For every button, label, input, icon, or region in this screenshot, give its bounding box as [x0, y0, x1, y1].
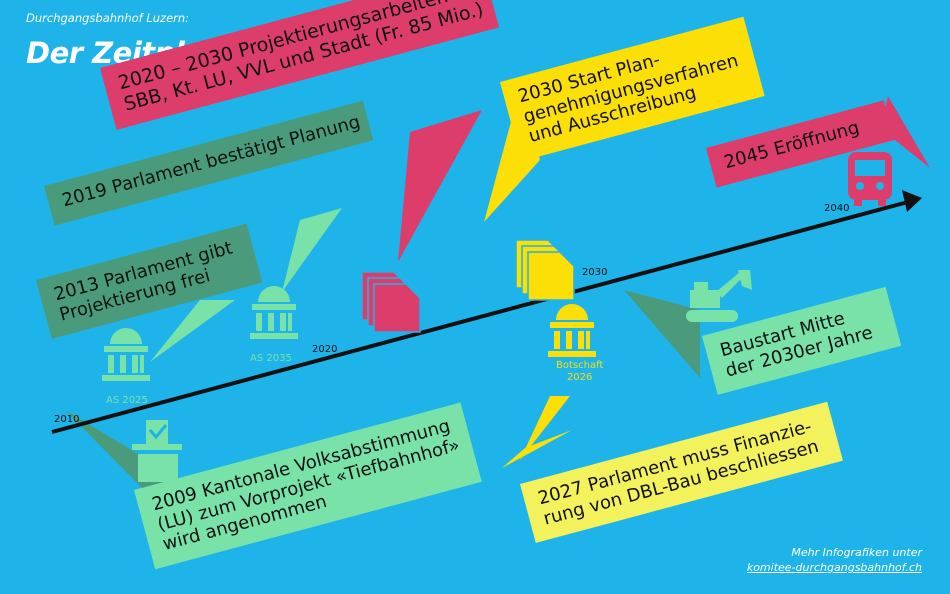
parliament-icon	[250, 286, 298, 339]
botschaft-caption: Botschaft 2026	[556, 360, 603, 383]
tail-2027	[502, 430, 572, 468]
tick-label-2020: 2020	[312, 344, 338, 355]
tick-label-2010: 2010	[54, 414, 80, 425]
documents-icon	[515, 239, 575, 301]
tail-2045	[880, 96, 930, 168]
tail-2013	[150, 300, 235, 362]
botschaft-line-1: Botschaft	[556, 360, 604, 371]
footer-more-text: Mehr Infografiken unter	[791, 546, 922, 559]
tick-label-2030: 2030	[582, 267, 608, 278]
tail-2020	[398, 110, 482, 262]
infographic-kicker: Durchgangsbahnhof Luzern:	[26, 11, 190, 25]
excavator-icon	[686, 270, 752, 322]
footer-link[interactable]: komitee-durchgangsbahnhof.ch	[746, 561, 922, 574]
parliament-icon	[102, 328, 150, 381]
parliament-icon	[548, 304, 596, 357]
tail-2019	[282, 208, 342, 292]
as2025-caption: AS 2025	[106, 395, 148, 406]
ballot-box-icon	[132, 420, 182, 482]
tail-bau	[624, 290, 700, 378]
as2035-caption: AS 2035	[250, 353, 292, 364]
timeline-arrowhead	[902, 190, 922, 212]
documents-icon	[361, 271, 421, 333]
tick-label-2040: 2040	[824, 203, 850, 214]
timeline-axis	[51, 200, 909, 434]
tail-2027b	[520, 396, 570, 460]
train-icon	[848, 152, 892, 206]
botschaft-line-2: 2026	[566, 371, 593, 383]
